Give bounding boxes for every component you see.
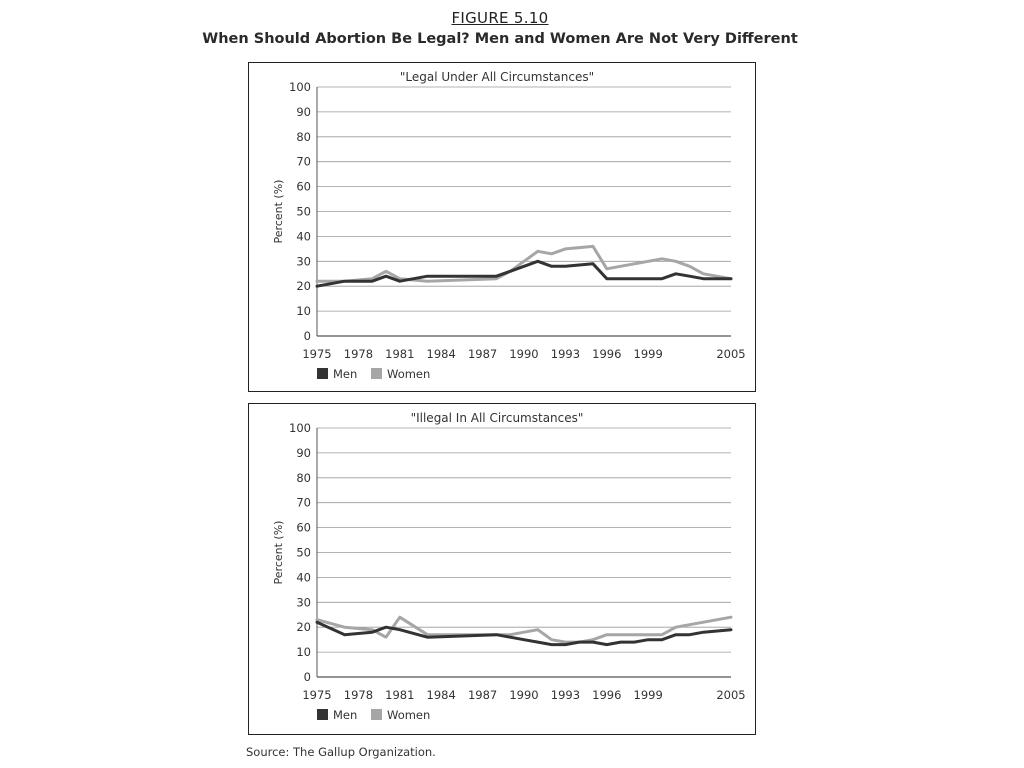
y-tick-label: 60 — [296, 180, 311, 194]
legend-swatch-women — [371, 709, 382, 720]
y-tick-label: 100 — [289, 421, 311, 435]
chart-illegal-in-all-circumstances: "Illegal In All Circumstances" 0 10 20 30 40 5… — [272, 411, 746, 722]
legend-swatch-women — [371, 368, 382, 379]
y-tick-label: 80 — [296, 471, 311, 485]
x-tick-label: 1981 — [385, 347, 414, 361]
y-tick-label: 30 — [296, 595, 311, 609]
y-tick-label: 60 — [296, 521, 311, 535]
y-tick-label: 50 — [296, 205, 311, 219]
y-tick-label: 20 — [296, 620, 311, 634]
chart-title: "Legal Under All Circumstances" — [400, 70, 594, 84]
figure-label: FIGURE 5.10 — [0, 9, 1000, 27]
series-line-women — [315, 615, 733, 644]
x-tick-label: 1996 — [592, 688, 621, 702]
y-tick-label: 0 — [304, 329, 311, 343]
x-tick-label: 1987 — [468, 347, 497, 361]
x-tick-label: 1975 — [302, 688, 331, 702]
x-tick-label: 1984 — [427, 347, 456, 361]
figure-title: When Should Abortion Be Legal? Men and W… — [202, 31, 798, 47]
chart-panel-legal: "Legal Under All Circumstances" 0 10 20 30 40… — [248, 62, 756, 392]
legend-swatch-men — [317, 368, 328, 379]
legend-label-women: Women — [387, 708, 430, 722]
legend-label-women: Women — [387, 367, 430, 381]
x-tick-label: 1978 — [344, 688, 373, 702]
x-tick-label: 1999 — [634, 347, 663, 361]
chart-legal-under-all-circumstances: "Legal Under All Circumstances" 0 10 20 30 40… — [272, 70, 746, 381]
x-tick-label: 1984 — [427, 688, 456, 702]
chart-title: "Illegal In All Circumstances" — [411, 411, 584, 425]
y-tick-label: 10 — [296, 645, 311, 659]
chart-panel-illegal: "Illegal In All Circumstances" 0 10 20 30 40 5… — [248, 403, 756, 735]
series-line-men — [315, 259, 733, 288]
y-tick-label: 10 — [296, 304, 311, 318]
y-axis-label: Percent (%) — [272, 521, 285, 585]
y-tick-label: 20 — [296, 279, 311, 293]
series-line-women — [315, 244, 733, 283]
y-tick-label: 90 — [296, 446, 311, 460]
y-tick-label: 70 — [296, 155, 311, 169]
legend-label-men: Men — [333, 367, 357, 381]
series-line-men — [315, 620, 733, 647]
y-tick-label: 40 — [296, 229, 311, 243]
y-tick-label: 80 — [296, 130, 311, 144]
x-tick-label: 1993 — [551, 688, 580, 702]
x-tick-label: 1999 — [634, 688, 663, 702]
x-tick-label: 2005 — [716, 688, 745, 702]
x-tick-label: 1975 — [302, 347, 331, 361]
y-tick-label: 70 — [296, 496, 311, 510]
y-tick-label: 50 — [296, 546, 311, 560]
x-tick-label: 2005 — [716, 347, 745, 361]
legend-label-men: Men — [333, 708, 357, 722]
x-tick-label: 1987 — [468, 688, 497, 702]
y-tick-label: 0 — [304, 670, 311, 684]
x-tick-label: 1978 — [344, 347, 373, 361]
x-tick-label: 1993 — [551, 347, 580, 361]
figure-label-text: FIGURE 5.10 — [451, 9, 549, 27]
y-tick-label: 30 — [296, 254, 311, 268]
x-tick-label: 1981 — [385, 688, 414, 702]
y-tick-label: 40 — [296, 570, 311, 584]
y-tick-label: 100 — [289, 80, 311, 94]
y-axis-label: Percent (%) — [272, 180, 285, 244]
y-tick-label: 90 — [296, 105, 311, 119]
source-note: Source: The Gallup Organization. — [246, 745, 436, 759]
x-tick-label: 1990 — [509, 688, 538, 702]
x-tick-label: 1996 — [592, 347, 621, 361]
x-tick-label: 1990 — [509, 347, 538, 361]
legend-swatch-men — [317, 709, 328, 720]
